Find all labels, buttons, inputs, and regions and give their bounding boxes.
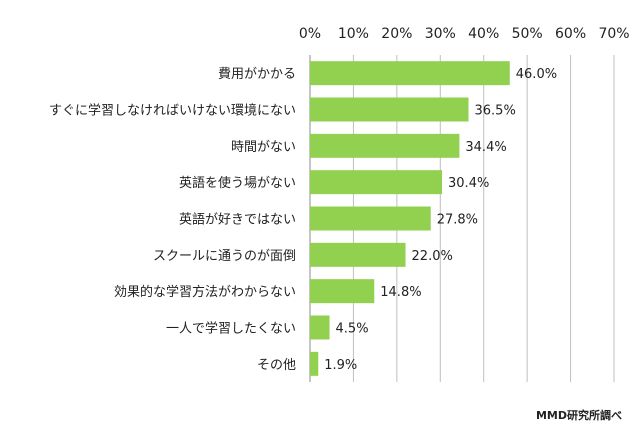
data-label: 27.8%	[437, 213, 478, 228]
category-label: その他	[257, 358, 296, 373]
data-label: 34.4%	[465, 140, 506, 155]
x-tick-label: 0%	[299, 26, 321, 42]
category-label: すぐに学習しなければいけない環境にない	[49, 103, 296, 119]
category-label: 効果的な学習方法がわからない	[114, 284, 296, 300]
bar	[310, 170, 443, 195]
category-label: 費用がかかる	[218, 67, 296, 82]
x-tick-label: 30%	[425, 26, 456, 42]
value-labels: 46.0% 36.5% 34.4% 30.4% 27.8% 22.0% 14.8% 4.5% 1…	[324, 67, 557, 373]
category-labels: 費用がかかるすぐに学習しなければいけない環境にない時間がない英語を使う場がない英…	[49, 67, 296, 373]
x-axis-ticks: 0% 10% 20% 30% 40% 50% 60% 70%	[299, 26, 630, 42]
x-tick-label: 70%	[598, 26, 629, 42]
bar	[310, 97, 469, 122]
bar	[310, 315, 330, 340]
category-label: 時間がない	[231, 140, 296, 155]
x-tick-label: 20%	[381, 26, 412, 42]
bar	[310, 133, 460, 158]
source-credit: MMD研究所調べ	[535, 409, 622, 422]
bar	[310, 351, 319, 376]
data-label: 36.5%	[475, 104, 516, 119]
data-label: 22.0%	[412, 249, 453, 264]
bar	[310, 61, 510, 86]
data-label: 1.9%	[324, 358, 357, 373]
category-label: 一人で学習したくない	[166, 321, 296, 337]
data-label: 30.4%	[448, 176, 489, 191]
x-tick-label: 10%	[338, 26, 369, 42]
bar	[310, 279, 375, 304]
bar	[310, 242, 406, 267]
data-label: 46.0%	[516, 67, 557, 82]
bars	[310, 61, 510, 376]
bar	[310, 206, 431, 231]
category-label: 英語を使う場がない	[179, 175, 296, 191]
category-label: スクールに通うのが面倒	[153, 249, 296, 264]
category-label: 英語が好きではない	[179, 212, 296, 228]
x-tick-label: 60%	[555, 26, 586, 42]
data-label: 4.5%	[336, 322, 369, 337]
x-tick-label: 40%	[468, 26, 499, 42]
data-label: 14.8%	[380, 285, 421, 300]
x-tick-label: 50%	[512, 26, 543, 42]
